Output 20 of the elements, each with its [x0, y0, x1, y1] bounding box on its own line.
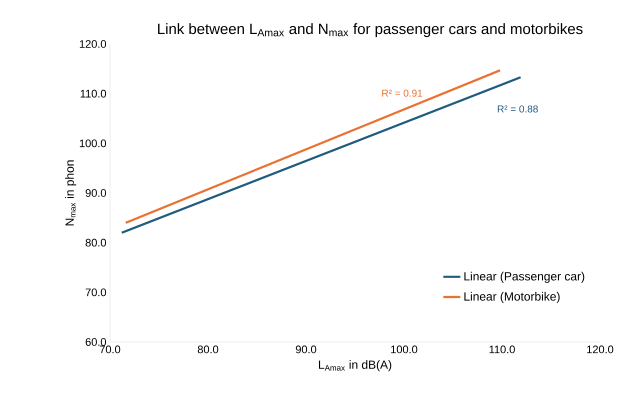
annotation: R² = 0.91	[382, 90, 422, 97]
legend-label: Linear (Motorbike)	[464, 292, 560, 304]
chart-title: Link between L$_{Amax}$ and N$_{max}$ for passenger cars and motorbikes	[158, 23, 583, 38]
x-tick-label: 70.0	[100, 346, 120, 354]
x-axis-title: L$_{Amax}$ in dB(A)	[318, 360, 392, 372]
x-tick-label: 120.0	[587, 346, 614, 354]
y-tick-label: 90.0	[86, 189, 106, 197]
x-tick-label: 110.0	[490, 346, 515, 354]
x-tick-label: 90.0	[296, 346, 316, 354]
x-tick-label: 100.0	[391, 346, 418, 354]
y-tick-label: 120.0	[80, 40, 106, 48]
y-tick-label: 60.0	[86, 338, 106, 346]
y-tick-label: 100.0	[80, 139, 106, 148]
y-tick-label: 80.0	[86, 238, 106, 247]
y-axis-title: N$_{max}$ in phon	[65, 160, 76, 226]
annotation: R² = 0.88	[498, 105, 538, 112]
x-tick-label: 80.0	[198, 346, 218, 354]
legend-label: Linear (Passenger car)	[464, 272, 584, 283]
y-tick-label: 70.0	[86, 288, 106, 296]
y-tick-label: 110.0	[80, 90, 106, 98]
